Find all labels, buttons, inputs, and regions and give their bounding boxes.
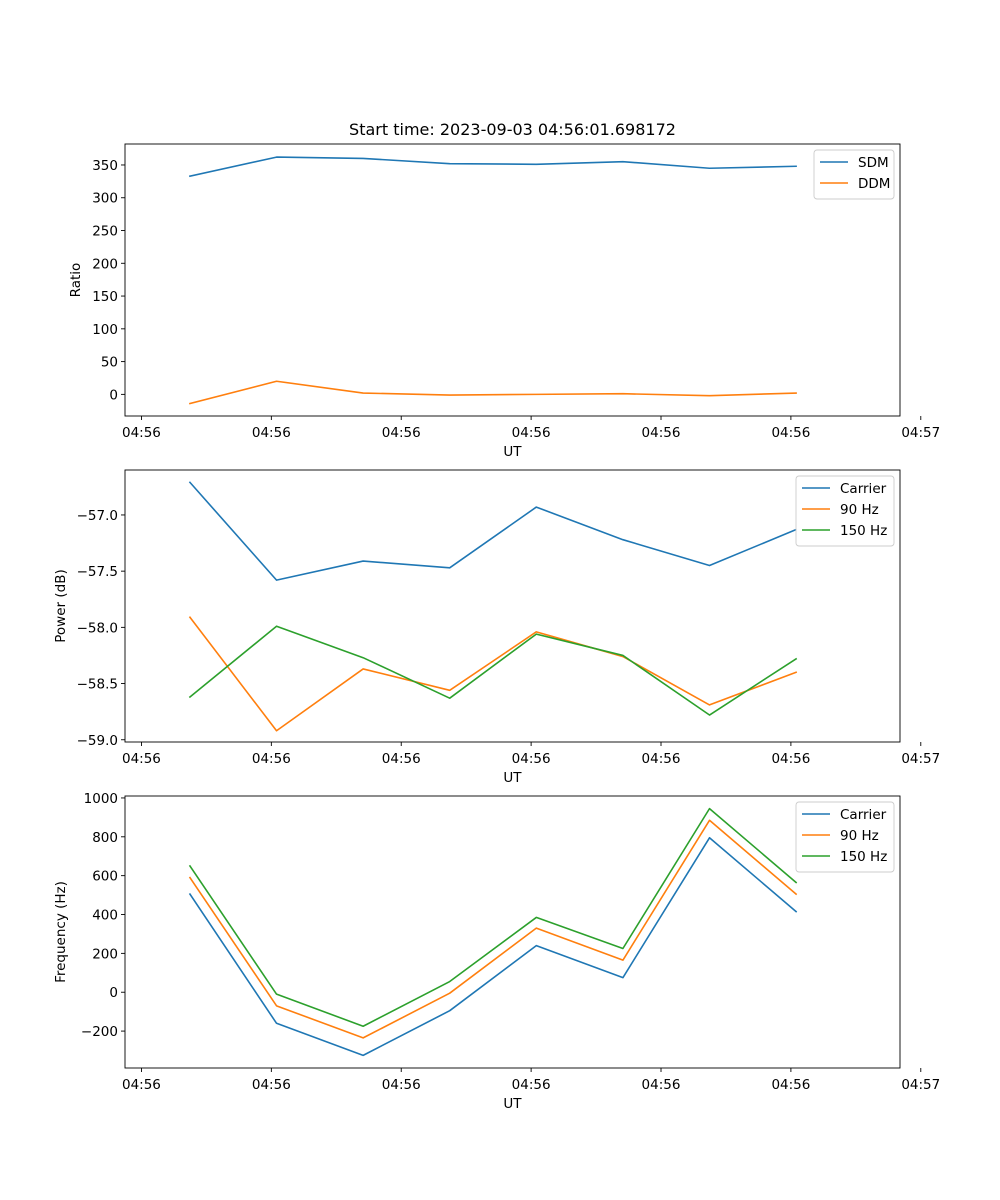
x-tick-label: 04:56 <box>512 751 551 767</box>
y-tick-label: 100 <box>92 322 118 338</box>
x-axis-label: UT <box>503 770 522 786</box>
legend-label: DDM <box>858 176 890 192</box>
x-tick-label: 04:56 <box>512 425 551 441</box>
y-tick-label: −59.0 <box>77 733 118 749</box>
series-line-90-hz <box>188 616 798 732</box>
chart-title: Start time: 2023-09-03 04:56:01.698172 <box>349 120 676 139</box>
legend-frame <box>795 475 895 547</box>
y-tick-label: 300 <box>92 191 118 207</box>
y-tick-label: 800 <box>92 830 118 846</box>
x-tick-label: 04:56 <box>122 751 161 767</box>
y-tick-label: −57.0 <box>77 508 118 524</box>
y-tick-label: 400 <box>92 908 118 924</box>
plot-frame <box>124 795 901 1069</box>
x-tick-label: 04:56 <box>642 751 681 767</box>
x-tick-label: 04:56 <box>122 425 161 441</box>
y-tick-label: 1000 <box>84 791 118 807</box>
x-axis-label: UT <box>503 444 522 460</box>
x-tick-label: 04:56 <box>382 425 421 441</box>
y-tick-label: −200 <box>81 1024 118 1040</box>
series-line-sdm <box>188 156 797 178</box>
chart-panel-1: 04:56 04:56 04:56 04:56 04:56 04:56 04:57 0 50 10… <box>68 120 940 460</box>
legend: Carrier 90 Hz 150 Hz <box>795 475 895 547</box>
series-line-150-hz <box>188 807 798 1028</box>
legend-label: SDM <box>858 155 889 171</box>
series-line-ddm <box>188 380 797 405</box>
y-tick-label: 150 <box>92 289 118 305</box>
legend-frame <box>795 801 895 873</box>
legend-label: 90 Hz <box>840 828 879 844</box>
y-tick-label: 350 <box>92 158 118 174</box>
series-line-carrier <box>188 836 798 1057</box>
y-tick-label: −58.5 <box>77 677 118 693</box>
x-tick-label: 04:56 <box>252 425 291 441</box>
chart-panel-2: 04:56 04:56 04:56 04:56 04:56 04:56 04:57 −59.0… <box>53 469 940 786</box>
y-axis-label: Power (dB) <box>53 569 69 642</box>
x-axis-label: UT <box>503 1096 522 1112</box>
y-tick-label: 200 <box>92 256 118 272</box>
y-tick-label: 0 <box>109 985 118 1001</box>
x-tick-label: 04:56 <box>642 425 681 441</box>
x-tick-label: 04:56 <box>512 1077 551 1093</box>
legend-label: Carrier <box>840 807 887 823</box>
legend: Carrier 90 Hz 150 Hz <box>795 801 895 873</box>
chart-panel-3: 04:56 04:56 04:56 04:56 04:56 04:56 04:57 −200 0… <box>53 791 940 1112</box>
y-tick-label: 250 <box>92 224 118 240</box>
x-tick-label: 04:57 <box>901 1077 940 1093</box>
legend: SDM DDM <box>813 149 895 200</box>
y-axis-label: Ratio <box>68 263 84 298</box>
x-tick-label: 04:56 <box>382 1077 421 1093</box>
y-tick-label: 0 <box>109 387 118 403</box>
legend-label: 90 Hz <box>840 502 879 518</box>
series-line-150-hz <box>188 625 798 716</box>
x-tick-label: 04:56 <box>771 1077 810 1093</box>
plot-frame <box>124 143 901 417</box>
y-axis-label: Frequency (Hz) <box>53 881 69 983</box>
series-line-90-hz <box>188 819 798 1039</box>
x-tick-label: 04:57 <box>901 425 940 441</box>
plot-frame <box>124 469 901 743</box>
x-tick-label: 04:56 <box>252 751 291 767</box>
legend-label: 150 Hz <box>840 849 887 865</box>
x-tick-label: 04:56 <box>771 751 810 767</box>
series-line-carrier <box>188 481 798 581</box>
x-tick-label: 04:56 <box>252 1077 291 1093</box>
y-tick-label: −57.5 <box>77 564 118 580</box>
x-tick-label: 04:56 <box>771 425 810 441</box>
x-tick-label: 04:56 <box>642 1077 681 1093</box>
y-tick-label: 50 <box>101 355 118 371</box>
x-tick-label: 04:56 <box>382 751 421 767</box>
y-tick-label: −58.0 <box>77 620 118 636</box>
legend-label: 150 Hz <box>840 523 887 539</box>
x-tick-label: 04:57 <box>901 751 940 767</box>
x-tick-label: 04:56 <box>122 1077 161 1093</box>
legend-label: Carrier <box>840 481 887 497</box>
y-tick-label: 200 <box>92 946 118 962</box>
y-tick-label: 600 <box>92 869 118 885</box>
